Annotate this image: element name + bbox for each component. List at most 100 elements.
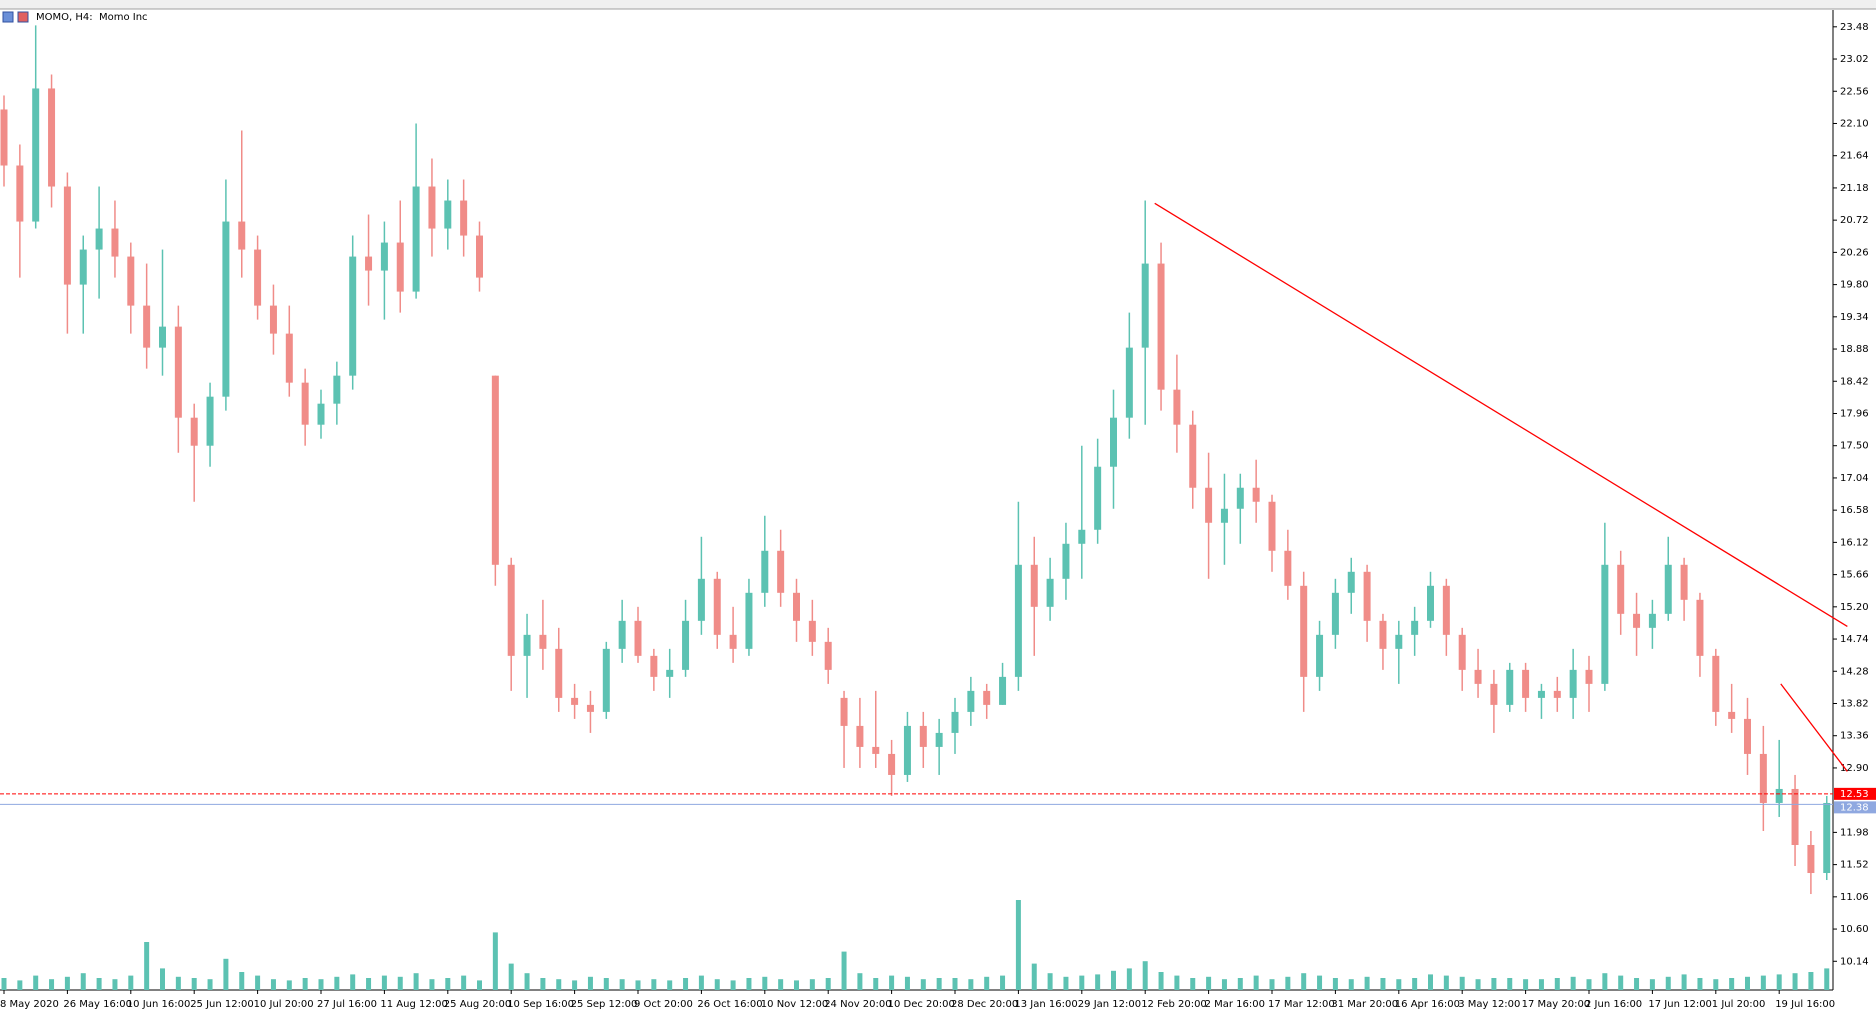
volume-bar: [1443, 975, 1449, 990]
volume-bar: [1681, 974, 1687, 990]
candle-body: [491, 375, 499, 565]
x-tick-label: 31 Mar 20:00: [1331, 999, 1398, 1010]
volume-bar: [17, 980, 23, 990]
x-tick-label: 11 Aug 12:00: [380, 999, 447, 1010]
candle-body: [127, 256, 135, 306]
volume-bar: [1301, 973, 1307, 990]
candle-body: [333, 375, 341, 404]
volume-bar: [857, 973, 863, 990]
candle-body: [285, 333, 293, 383]
candle-body: [1553, 690, 1561, 698]
y-tick-label: 20.26: [1840, 247, 1869, 258]
candle-body: [777, 550, 785, 593]
volume-bar: [667, 980, 673, 990]
indicator-icon[interactable]: [17, 11, 29, 23]
x-tick-label: 2 Jun 16:00: [1585, 999, 1642, 1010]
x-tick-label: 2 Mar 16:00: [1205, 999, 1265, 1010]
candle-body: [428, 186, 436, 229]
y-tick-label: 13.36: [1840, 731, 1869, 742]
volume-bar: [1285, 976, 1291, 990]
volume-bar: [714, 979, 720, 990]
x-tick-label: 10 Jun 16:00: [127, 999, 191, 1010]
volume-bar: [809, 979, 815, 990]
candle-body: [1094, 466, 1102, 530]
volume-bar: [1491, 978, 1497, 990]
candle-body: [1268, 501, 1276, 551]
candle-body: [1474, 669, 1482, 684]
candle-body: [903, 725, 911, 775]
candle-body: [444, 200, 452, 229]
candle-body: [1696, 599, 1704, 656]
candle-body: [1744, 718, 1751, 754]
y-tick-label: 22.56: [1840, 86, 1869, 97]
candle-body: [840, 697, 848, 726]
candle-body: [666, 669, 674, 677]
candle-body: [396, 242, 404, 292]
candle-body: [1316, 634, 1324, 677]
volume-bar: [524, 973, 530, 990]
volume-bar: [778, 979, 784, 990]
volume-bar: [984, 976, 990, 990]
candle-body: [0, 109, 8, 166]
candle-body: [729, 634, 737, 649]
candle-body: [602, 648, 610, 712]
x-tick-label: 17 Jun 12:00: [1648, 999, 1712, 1010]
tab-strip: [0, 0, 1876, 9]
candle-body: [111, 228, 119, 257]
candle-body: [1331, 592, 1339, 635]
candle-body: [983, 690, 991, 705]
candle-body: [793, 592, 800, 621]
candle-body: [935, 732, 943, 747]
candle-body: [1585, 669, 1593, 684]
volume-bar: [1649, 979, 1655, 990]
y-tick-label: 17.04: [1840, 473, 1869, 484]
candle-body: [1442, 585, 1450, 635]
candle-body: [1252, 487, 1260, 502]
volume-bar: [1586, 979, 1592, 990]
y-tick-label: 22.10: [1840, 118, 1869, 129]
volume-bar: [1111, 970, 1116, 990]
volume-bar: [492, 932, 498, 990]
x-tick-label: 13 Jan 16:00: [1014, 999, 1077, 1010]
y-tick-label: 11.52: [1840, 860, 1869, 871]
volume-bar: [889, 975, 895, 990]
volume-bar: [1523, 979, 1529, 990]
symbol-icon[interactable]: [2, 11, 14, 23]
volume-bar: [175, 976, 181, 990]
candle-body: [317, 403, 325, 425]
volume-bar: [397, 976, 403, 990]
volume-bar: [1348, 979, 1354, 990]
candle-body: [190, 417, 198, 446]
volume-bar: [1554, 978, 1560, 990]
candle-body: [301, 382, 309, 425]
candle-body: [951, 711, 959, 733]
volume-bar: [968, 979, 974, 990]
volume-bar: [1079, 975, 1085, 990]
candle-body: [206, 396, 214, 446]
candle-body: [1458, 634, 1466, 670]
candle-body: [1379, 620, 1387, 649]
x-tick-label: 12 Feb 20:00: [1141, 999, 1207, 1010]
candle-body: [1664, 564, 1672, 614]
candle-body: [238, 221, 246, 250]
volume-bar: [841, 951, 847, 990]
volume-bar: [1364, 976, 1370, 990]
y-tick-label: 19.34: [1840, 312, 1869, 323]
volume-bar: [1745, 976, 1750, 990]
x-tick-label: 25 Aug 20:00: [444, 999, 511, 1010]
candle-body: [1411, 620, 1419, 635]
candle-body: [95, 228, 103, 250]
volume-bar: [33, 975, 39, 990]
candle-body: [634, 620, 642, 656]
x-tick-label: 17 May 20:00: [1522, 999, 1591, 1010]
volume-bar: [1, 978, 7, 990]
candle-body: [1712, 655, 1720, 712]
y-tick-label: 23.48: [1840, 22, 1869, 33]
volume-bar: [1221, 979, 1227, 990]
volume-bar: [1031, 963, 1037, 990]
candle-body: [1078, 529, 1086, 544]
volume-bar: [635, 980, 641, 990]
volume-bar: [1475, 979, 1481, 990]
